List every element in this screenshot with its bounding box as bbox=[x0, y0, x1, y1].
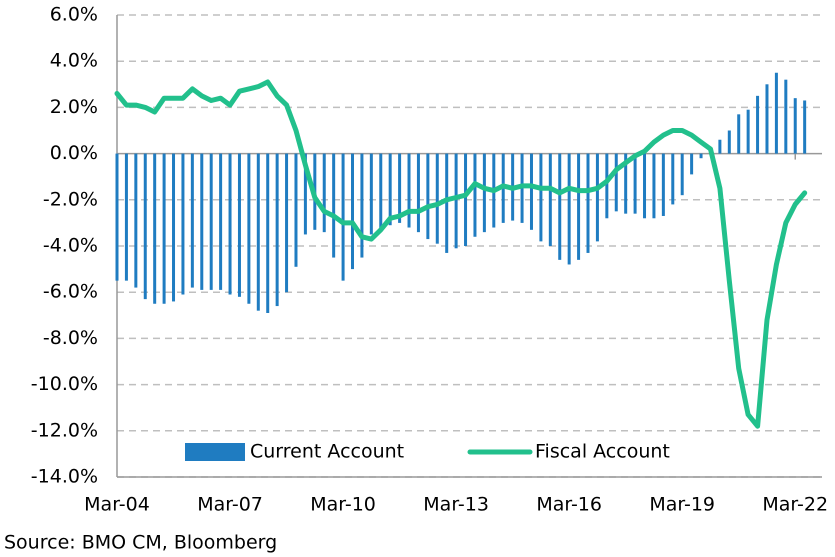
x-tick-label: Mar-16 bbox=[536, 494, 602, 516]
bar bbox=[765, 84, 769, 154]
bar bbox=[172, 153, 176, 302]
bar bbox=[388, 153, 392, 226]
bar bbox=[577, 153, 581, 260]
x-tick-label: Mar-13 bbox=[423, 494, 489, 516]
y-tick-label: -2.0% bbox=[43, 188, 98, 210]
bar bbox=[407, 153, 411, 228]
bar bbox=[275, 153, 279, 307]
bar bbox=[464, 153, 468, 246]
y-tick-label: -4.0% bbox=[43, 235, 98, 257]
bar bbox=[661, 153, 665, 216]
bar bbox=[445, 153, 449, 253]
bar bbox=[605, 153, 609, 219]
bar bbox=[746, 109, 750, 154]
bar bbox=[341, 153, 345, 281]
bar bbox=[124, 153, 128, 281]
y-tick-label: -8.0% bbox=[43, 327, 98, 349]
bar bbox=[774, 72, 778, 154]
bar bbox=[303, 153, 307, 235]
x-tick-label: Mar-07 bbox=[197, 494, 263, 516]
bar bbox=[727, 130, 731, 154]
x-tick-label: Mar-04 bbox=[84, 494, 150, 516]
bar bbox=[190, 153, 194, 288]
bar bbox=[699, 153, 703, 159]
bar bbox=[143, 153, 147, 300]
bar bbox=[567, 153, 571, 265]
bar bbox=[793, 98, 797, 154]
legend-label: Fiscal Account bbox=[535, 441, 670, 463]
bar bbox=[369, 153, 373, 235]
y-tick-label: 0.0% bbox=[50, 142, 98, 164]
bar bbox=[718, 139, 722, 154]
bar bbox=[756, 95, 760, 154]
bar bbox=[181, 153, 185, 295]
bar bbox=[426, 153, 430, 240]
bar bbox=[237, 153, 241, 297]
bar bbox=[285, 153, 289, 293]
x-tick-label: Mar-22 bbox=[762, 494, 828, 516]
bar bbox=[200, 153, 204, 290]
bar bbox=[351, 153, 354, 270]
bar bbox=[529, 153, 533, 230]
y-tick-label: 4.0% bbox=[50, 50, 98, 72]
bar bbox=[803, 100, 807, 154]
line bbox=[114, 79, 808, 429]
bar bbox=[435, 153, 439, 244]
y-tick-label: 2.0% bbox=[50, 96, 98, 118]
bar bbox=[134, 153, 138, 288]
bar bbox=[558, 153, 562, 260]
y-tick-label: 6.0% bbox=[50, 4, 98, 26]
bar bbox=[454, 153, 458, 249]
legend-label: Current Account bbox=[250, 441, 404, 463]
bar bbox=[153, 153, 157, 304]
bar bbox=[219, 153, 223, 290]
bar bbox=[652, 153, 656, 219]
legend-swatch bbox=[185, 443, 245, 461]
bar bbox=[322, 153, 326, 233]
bar bbox=[379, 153, 383, 230]
bar bbox=[614, 153, 618, 212]
bar bbox=[643, 153, 647, 219]
bar bbox=[416, 153, 420, 233]
bar bbox=[633, 153, 637, 214]
x-tick-label: Mar-10 bbox=[310, 494, 376, 516]
bar bbox=[671, 153, 675, 205]
bar bbox=[586, 153, 590, 253]
x-tick-label: Mar-19 bbox=[649, 494, 715, 516]
bar bbox=[398, 153, 402, 223]
source-note: Source: BMO CM, Bloomberg bbox=[4, 532, 277, 554]
bar bbox=[256, 153, 260, 311]
y-tick-label: -6.0% bbox=[43, 281, 98, 303]
bar bbox=[624, 153, 628, 214]
bar bbox=[209, 153, 213, 290]
bar bbox=[294, 153, 298, 267]
bar bbox=[115, 153, 119, 281]
bar bbox=[332, 153, 336, 258]
bar bbox=[162, 153, 166, 304]
y-tick-label: -14.0% bbox=[31, 466, 98, 488]
bar bbox=[737, 114, 741, 154]
bar bbox=[539, 153, 543, 242]
bar bbox=[690, 153, 694, 175]
bar bbox=[548, 153, 552, 246]
bar bbox=[266, 153, 270, 313]
bar bbox=[595, 153, 599, 242]
bar bbox=[482, 153, 486, 233]
bar bbox=[473, 153, 477, 237]
bar bbox=[228, 153, 232, 295]
bar bbox=[784, 79, 788, 154]
bar bbox=[360, 153, 364, 258]
y-tick-label: -12.0% bbox=[31, 419, 98, 441]
bar bbox=[680, 153, 684, 196]
bar bbox=[247, 153, 251, 304]
y-tick-label: -10.0% bbox=[31, 373, 98, 395]
